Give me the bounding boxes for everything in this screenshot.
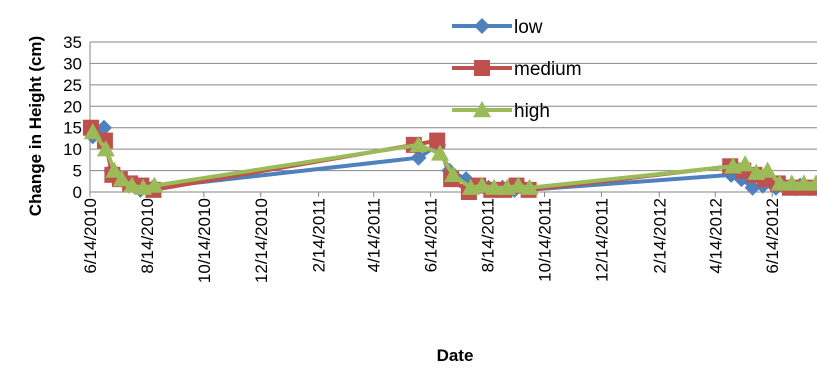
high-point (409, 135, 428, 153)
high-point (807, 174, 817, 191)
x-tick-label: 12/14/2010 (252, 198, 271, 283)
legend-marker-high (473, 101, 491, 118)
series-medium (82, 119, 817, 200)
legend-label-low: low (514, 17, 543, 38)
y-tick-label: 20 (63, 97, 82, 116)
x-tick-label: 10/14/2011 (535, 198, 554, 282)
y-axis-title: Change in Height (cm) (26, 36, 45, 216)
x-tick-label: 4/14/2011 (365, 198, 384, 272)
high-point (472, 176, 491, 193)
medium-point (429, 132, 446, 149)
y-tick-labels: 0 5 10 15 20 25 30 35 (63, 33, 82, 202)
x-tick-label: 10/14/2010 (195, 198, 214, 283)
series-high (83, 123, 817, 195)
legend: low medium high (452, 17, 582, 122)
high-point (758, 161, 777, 178)
high-point (485, 178, 504, 195)
high-point (794, 174, 813, 191)
x-tick-label: 2/14/2012 (650, 198, 669, 274)
legend-marker-medium (474, 60, 490, 76)
y-tick-label: 25 (63, 76, 82, 95)
y-tick-label: 0 (73, 183, 82, 202)
y-tick-label: 5 (73, 162, 82, 181)
high-point (736, 155, 755, 172)
high-point (520, 178, 539, 195)
high-point (96, 140, 115, 157)
legend-marker-low (474, 18, 490, 34)
legend-label-high: high (514, 101, 550, 122)
x-tick-label: 8/14/2011 (479, 198, 498, 272)
high-point (444, 165, 463, 183)
low-point (744, 179, 761, 196)
low-point (410, 149, 427, 166)
high-point (83, 123, 102, 140)
high-point (105, 161, 124, 178)
y-tick-label: 30 (63, 54, 82, 73)
high-point (509, 176, 528, 193)
high-point (145, 176, 164, 193)
series-layer (82, 119, 817, 200)
x-tick-label: 6/14/2011 (422, 198, 441, 272)
axes (89, 42, 817, 193)
x-tick-label: 4/14/2012 (706, 198, 725, 274)
x-tick-label: 6/14/2010 (81, 198, 100, 274)
high-point (782, 174, 801, 191)
low-point (95, 119, 112, 136)
high-point (770, 174, 789, 191)
y-tick-label: 10 (63, 140, 82, 159)
gridlines (90, 41, 817, 172)
x-tick-labels: 6/14/2010 8/14/2010 10/14/2010 12/14/2010 2/… (81, 192, 782, 283)
x-tick-label: 8/14/2010 (138, 198, 157, 274)
y-tick-label: 15 (63, 119, 82, 138)
high-point (112, 170, 131, 187)
x-tick-label: 12/14/2011 (592, 198, 611, 282)
x-tick-label: 2/14/2011 (310, 198, 329, 272)
y-tick-label: 35 (63, 33, 82, 52)
high-point (122, 176, 141, 193)
x-tick-label: 6/14/2012 (763, 198, 782, 274)
high-point (430, 144, 449, 161)
legend-label-medium: medium (514, 59, 582, 80)
x-axis-title: Date (437, 346, 474, 365)
